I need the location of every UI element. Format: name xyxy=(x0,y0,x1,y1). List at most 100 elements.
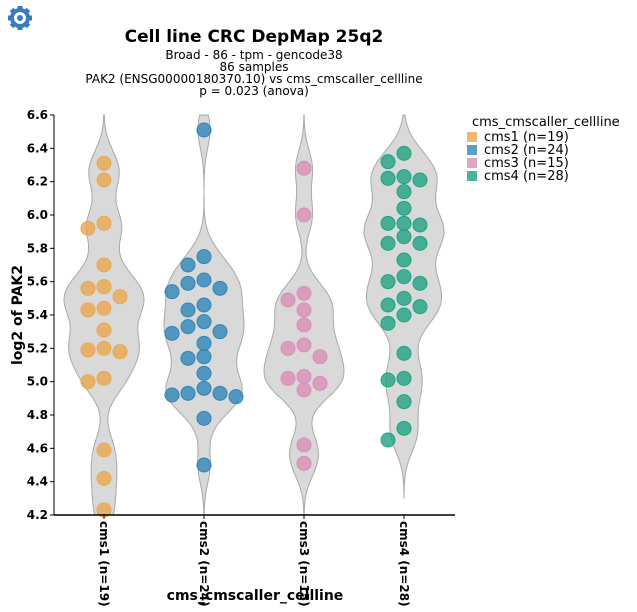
data-point-cms2[interactable] xyxy=(196,314,212,330)
data-point-cms2[interactable] xyxy=(228,389,244,405)
data-point-cms3[interactable] xyxy=(280,340,296,356)
data-point-cms4[interactable] xyxy=(396,290,412,306)
data-point-cms4[interactable] xyxy=(380,154,396,170)
legend-swatch-cms4 xyxy=(467,171,477,181)
legend-label-cms2[interactable]: cms2 (n=24) xyxy=(484,143,569,158)
data-point-cms4[interactable] xyxy=(380,315,396,331)
chart-subtitle-1: Broad - 86 - tpm - gencode38 xyxy=(165,48,342,62)
data-point-cms1[interactable] xyxy=(96,300,112,316)
data-point-cms1[interactable] xyxy=(96,172,112,188)
data-point-cms4[interactable] xyxy=(412,172,428,188)
data-point-cms3[interactable] xyxy=(296,437,312,453)
data-point-cms1[interactable] xyxy=(96,322,112,338)
data-point-cms2[interactable] xyxy=(196,410,212,426)
data-point-cms3[interactable] xyxy=(280,370,296,386)
data-point-cms4[interactable] xyxy=(396,269,412,285)
data-point-cms2[interactable] xyxy=(196,272,212,288)
data-point-cms4[interactable] xyxy=(396,420,412,436)
data-point-cms2[interactable] xyxy=(212,280,228,296)
data-point-cms4[interactable] xyxy=(412,217,428,233)
data-point-cms1[interactable] xyxy=(112,289,128,305)
data-point-cms1[interactable] xyxy=(112,344,128,360)
data-point-cms3[interactable] xyxy=(296,285,312,301)
data-point-cms2[interactable] xyxy=(164,284,180,300)
data-point-cms1[interactable] xyxy=(80,374,96,390)
data-point-cms4[interactable] xyxy=(380,432,396,448)
data-point-cms1[interactable] xyxy=(96,370,112,386)
data-point-cms4[interactable] xyxy=(380,235,396,251)
data-point-cms4[interactable] xyxy=(412,235,428,251)
data-point-cms2[interactable] xyxy=(196,249,212,265)
data-point-cms1[interactable] xyxy=(96,215,112,231)
legend-label-cms4[interactable]: cms4 (n=28) xyxy=(484,169,569,184)
data-point-cms2[interactable] xyxy=(180,319,196,335)
data-point-cms4[interactable] xyxy=(396,145,412,161)
data-point-cms4[interactable] xyxy=(380,372,396,388)
data-point-cms2[interactable] xyxy=(196,297,212,313)
data-point-cms4[interactable] xyxy=(396,394,412,410)
data-point-cms2[interactable] xyxy=(196,365,212,381)
data-point-cms2[interactable] xyxy=(164,325,180,341)
data-point-cms4[interactable] xyxy=(396,215,412,231)
data-point-cms3[interactable] xyxy=(312,349,328,365)
data-point-cms4[interactable] xyxy=(396,252,412,268)
data-point-cms1[interactable] xyxy=(96,279,112,295)
y-tick-label: 5.0 xyxy=(27,375,48,389)
data-point-cms2[interactable] xyxy=(180,275,196,291)
data-point-cms2[interactable] xyxy=(180,302,196,318)
data-point-cms3[interactable] xyxy=(296,455,312,471)
data-point-cms1[interactable] xyxy=(80,342,96,358)
data-point-cms4[interactable] xyxy=(396,169,412,185)
data-point-cms2[interactable] xyxy=(196,122,212,138)
y-tick-label: 4.4 xyxy=(27,475,48,489)
data-point-cms4[interactable] xyxy=(380,274,396,290)
data-point-cms4[interactable] xyxy=(380,170,396,186)
data-point-cms1[interactable] xyxy=(80,302,96,318)
data-point-cms2[interactable] xyxy=(180,385,196,401)
data-point-cms2[interactable] xyxy=(180,350,196,366)
data-point-cms4[interactable] xyxy=(396,200,412,216)
data-point-cms1[interactable] xyxy=(96,155,112,171)
legend-label-cms1[interactable]: cms1 (n=19) xyxy=(484,130,569,145)
data-point-cms4[interactable] xyxy=(380,297,396,313)
data-point-cms4[interactable] xyxy=(396,345,412,361)
gear-icon[interactable] xyxy=(8,6,32,30)
data-point-cms3[interactable] xyxy=(296,302,312,318)
data-point-cms4[interactable] xyxy=(396,370,412,386)
data-point-cms4[interactable] xyxy=(396,184,412,200)
data-point-cms4[interactable] xyxy=(380,215,396,231)
data-point-cms2[interactable] xyxy=(196,349,212,365)
data-point-cms2[interactable] xyxy=(212,324,228,340)
data-point-cms1[interactable] xyxy=(96,257,112,273)
data-point-cms4[interactable] xyxy=(412,275,428,291)
data-point-cms1[interactable] xyxy=(96,442,112,458)
data-point-cms4[interactable] xyxy=(412,299,428,315)
data-point-cms1[interactable] xyxy=(80,220,96,236)
y-tick-label: 4.8 xyxy=(27,408,48,422)
data-point-cms3[interactable] xyxy=(296,160,312,176)
x-tick-label: cms2 (n=24) xyxy=(197,521,211,607)
data-point-cms3[interactable] xyxy=(296,382,312,398)
settings-button[interactable] xyxy=(8,6,32,30)
data-point-cms1[interactable] xyxy=(80,280,96,296)
legend-label-cms3[interactable]: cms3 (n=15) xyxy=(484,156,569,171)
chart-subtitle-4: p = 0.023 (anova) xyxy=(199,84,309,98)
legend-swatch-cms3 xyxy=(467,158,477,168)
data-point-cms2[interactable] xyxy=(180,257,196,273)
data-point-cms1[interactable] xyxy=(96,340,112,356)
data-point-cms3[interactable] xyxy=(312,375,328,391)
data-point-cms3[interactable] xyxy=(296,369,312,385)
data-point-cms3[interactable] xyxy=(296,317,312,333)
data-point-cms4[interactable] xyxy=(396,229,412,245)
data-point-cms2[interactable] xyxy=(196,457,212,473)
data-point-cms2[interactable] xyxy=(212,385,228,401)
data-point-cms3[interactable] xyxy=(280,292,296,308)
y-tick-label: 5.8 xyxy=(27,241,48,255)
data-point-cms2[interactable] xyxy=(196,335,212,351)
data-point-cms1[interactable] xyxy=(96,470,112,486)
data-point-cms3[interactable] xyxy=(296,337,312,353)
data-point-cms4[interactable] xyxy=(396,307,412,323)
data-point-cms3[interactable] xyxy=(296,207,312,223)
data-point-cms2[interactable] xyxy=(164,387,180,403)
data-point-cms2[interactable] xyxy=(196,380,212,396)
